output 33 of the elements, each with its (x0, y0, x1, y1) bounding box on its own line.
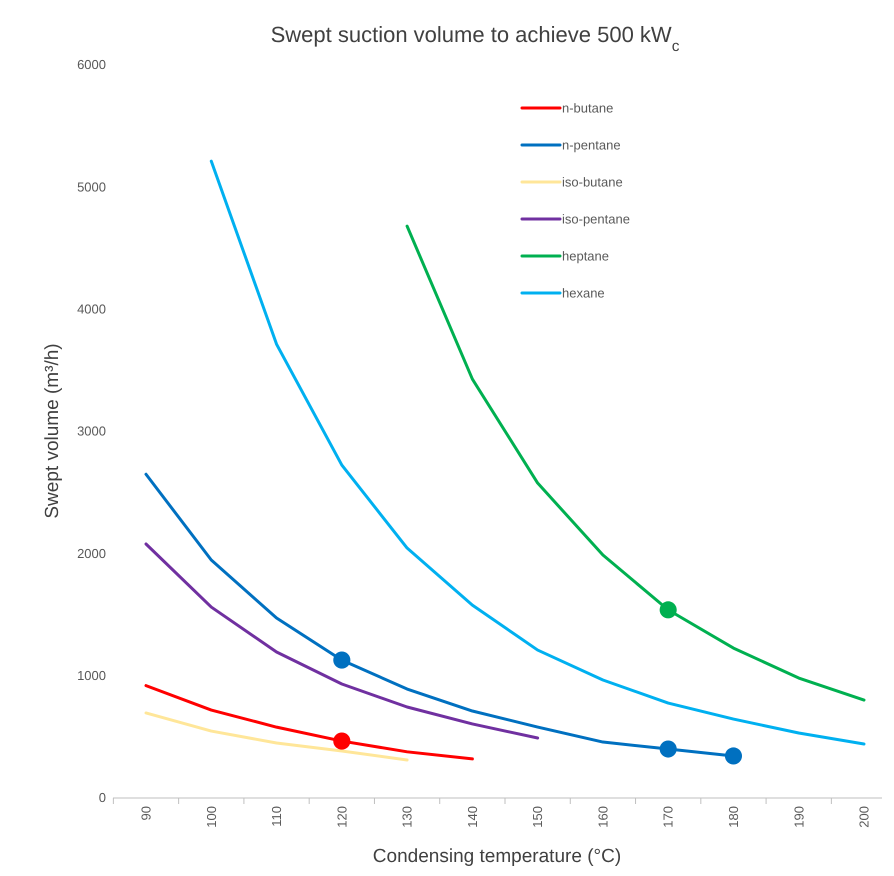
x-axis-title: Condensing temperature (°C) (372, 846, 622, 867)
line-series (210, 160, 866, 746)
line-series (144, 542, 540, 740)
line-series (144, 711, 409, 762)
x-tick-label: 100 (204, 806, 219, 828)
x-tick-label: 150 (530, 806, 546, 828)
y-tick-label: 6000 (77, 57, 106, 72)
x-tick-label: 160 (595, 806, 610, 828)
legend-label: n-pentane (562, 138, 621, 153)
line-series (406, 224, 866, 702)
legend-label: iso-butane (562, 174, 623, 190)
chart-title: Swept suction volume to achieve 500 kW$_{c}$ (270, 22, 680, 54)
y-tick-label: 4000 (77, 301, 106, 316)
x-tick-label: 140 (464, 806, 480, 828)
y-tick-label: 3000 (77, 424, 106, 439)
y-tick-label: 0 (98, 790, 106, 806)
x-tick-label: 170 (660, 806, 676, 828)
x-tick-label: 130 (400, 806, 415, 828)
line-series (144, 684, 474, 760)
x-tick-label: 90 (138, 806, 154, 820)
x-tick-label: 190 (791, 806, 806, 828)
legend-label: hexane (562, 286, 605, 301)
y-axis-title: Swept volume (m³/h) (42, 343, 63, 519)
legend-label: n-butane (562, 100, 614, 116)
x-tick-label: 110 (269, 806, 284, 827)
x-tick-label: 120 (334, 806, 350, 828)
x-tick-label: 200 (856, 806, 872, 828)
y-tick-label: 5000 (77, 179, 106, 194)
legend-label: iso-pentane (562, 212, 630, 227)
legend-label: heptane (562, 248, 609, 264)
x-tick-label: 180 (726, 806, 742, 828)
y-tick-label: 2000 (77, 546, 106, 561)
y-tick-label: 1000 (77, 668, 106, 683)
